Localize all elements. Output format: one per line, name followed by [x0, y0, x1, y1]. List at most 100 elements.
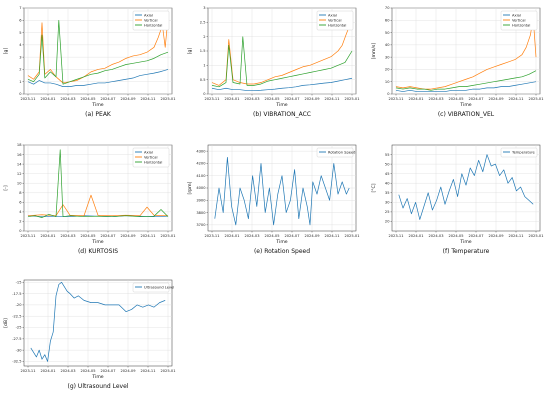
x-tick-label: 2024-09 [304, 97, 320, 101]
y-tick-label: 40 [385, 43, 390, 47]
y-tick-label: 20 [385, 220, 390, 224]
y-tick-label: 0 [19, 229, 22, 233]
x-tick-label: 2025-01 [344, 97, 359, 101]
x-axis-label: Time [91, 374, 103, 380]
x-tick-label: 2025-01 [528, 234, 543, 238]
x-tick-label: 2024-11 [508, 234, 523, 238]
x-tick-label: 2025-01 [160, 234, 175, 238]
x-axis-label: Time [459, 239, 471, 245]
series-line-horizontal [211, 36, 353, 88]
y-tick-label: 0 [203, 92, 206, 96]
y-tick-label: -27.5 [12, 337, 21, 341]
x-tick-label: 2024-07 [100, 97, 115, 101]
series-line-vertical [211, 19, 353, 86]
x-tick-label: 2024-01 [224, 234, 239, 238]
x-tick-label: 2024-07 [100, 369, 115, 373]
y-tick-label: 6 [19, 18, 22, 22]
y-tick-label: 30 [385, 201, 390, 205]
x-tick-label: 2024-01 [40, 369, 55, 373]
x-axis-label: Time [91, 239, 103, 245]
x-tick-label: 2023-11 [388, 97, 403, 101]
x-tick-label: 2024-11 [508, 97, 523, 101]
x-tick-label: 2024-05 [80, 369, 95, 373]
y-tick-label: 45 [385, 172, 390, 176]
y-tick-label: 8 [19, 191, 22, 195]
y-tick-label: 35 [385, 191, 390, 195]
series-line-ultrasound-level [30, 281, 166, 362]
chart-panel-4: 0 2 4 6 8 10 12 14 16 18 2023-11 2024-01 2024-03 2024… [3, 143, 176, 255]
chart-panel-5: 3700 3800 3900 4000 4100 4200 4300 2023-11 2024-… [187, 144, 360, 255]
legend-box [132, 282, 170, 293]
x-tick-label: 2024-11 [140, 234, 155, 238]
y-tick-label: -32.5 [12, 360, 21, 364]
legend-label: Vertical [328, 18, 341, 22]
chart-panel-1: 0 1 2 3 4 5 6 7 2023-11 2024-01 2024-03 2024-05 2024… [3, 6, 176, 118]
x-tick-label: 2024-01 [40, 97, 55, 101]
y-tick-label: 12 [17, 172, 22, 176]
x-axis-label: Time [275, 102, 287, 108]
x-tick-label: 2024-05 [80, 97, 95, 101]
x-tick-label: 2024-09 [120, 234, 136, 238]
x-tick-label: 2024-07 [284, 234, 299, 238]
x-tick-label: 2024-03 [428, 97, 443, 101]
x-tick-label: 2024-09 [304, 234, 320, 238]
y-tick-label: 2 [19, 220, 21, 224]
x-axis-label: Time [459, 102, 471, 108]
y-tick-label: 55 [385, 153, 390, 157]
x-tick-label: 2024-11 [324, 97, 339, 101]
y-axis-label: [g] [187, 48, 193, 55]
y-tick-label: 16 [17, 153, 22, 157]
y-tick-label: 7 [19, 6, 21, 10]
panel-caption: (g) Ultrasound Level [68, 383, 129, 390]
y-tick-label: 4200 [196, 162, 206, 166]
series-line-axial [211, 77, 353, 91]
y-tick-label: 4300 [196, 149, 206, 153]
y-tick-label: 14 [17, 162, 22, 166]
y-axis-label: [dB] [3, 318, 9, 328]
y-tick-label: 1.5 [200, 49, 206, 53]
series-line-axial [27, 69, 169, 87]
x-tick-label: 2024-01 [224, 97, 239, 101]
legend-label: Axial [328, 13, 337, 17]
x-tick-label: 2024-03 [244, 234, 259, 238]
y-tick-label: -15 [16, 280, 22, 284]
x-tick-label: 2024-09 [488, 234, 504, 238]
y-tick-label: 20 [385, 68, 390, 72]
y-tick-label: 40 [385, 181, 390, 185]
y-tick-label: 70 [385, 6, 390, 10]
chart-panel-3: 0 10 20 30 40 50 60 70 2023-11 2024-01 2024-03 2024… [371, 6, 544, 118]
y-tick-label: 1 [19, 80, 21, 84]
y-tick-label: 50 [385, 31, 390, 35]
y-tick-label: 4 [19, 43, 22, 47]
x-tick-label: 2024-11 [140, 97, 155, 101]
series-line-horizontal [27, 149, 169, 218]
series-line-vertical [395, 17, 537, 90]
panel-caption: (f) Temperature [443, 248, 490, 255]
y-tick-label: 2 [203, 35, 205, 39]
legend-label: Horizontal [144, 23, 162, 27]
series-line-axial [395, 81, 537, 92]
y-tick-label: -25 [16, 326, 22, 330]
legend-label: Ultrasound Level [144, 285, 174, 289]
panel-caption: (e) Rotation Speed [254, 248, 310, 255]
y-axis-label: [rpm] [187, 181, 193, 194]
x-tick-label: 2025-01 [160, 369, 175, 373]
x-tick-label: 2024-11 [140, 369, 155, 373]
y-tick-label: 3700 [196, 223, 206, 227]
y-axis-label: [g] [3, 48, 9, 55]
x-tick-label: 2023-11 [20, 97, 35, 101]
y-axis-label: [°C] [371, 183, 377, 192]
x-tick-label: 2024-03 [428, 234, 443, 238]
legend-label: Axial [512, 13, 521, 17]
x-tick-label: 2024-05 [264, 234, 279, 238]
y-tick-label: -22.5 [12, 314, 21, 318]
x-tick-label: 2025-01 [160, 97, 175, 101]
plot-frame [23, 279, 173, 367]
x-tick-label: 2024-09 [120, 369, 136, 373]
y-tick-label: 3 [19, 55, 21, 59]
x-tick-label: 2024-03 [60, 234, 75, 238]
y-tick-label: 18 [17, 143, 22, 147]
y-tick-label: -20 [16, 303, 23, 307]
y-tick-label: 4 [19, 210, 22, 214]
